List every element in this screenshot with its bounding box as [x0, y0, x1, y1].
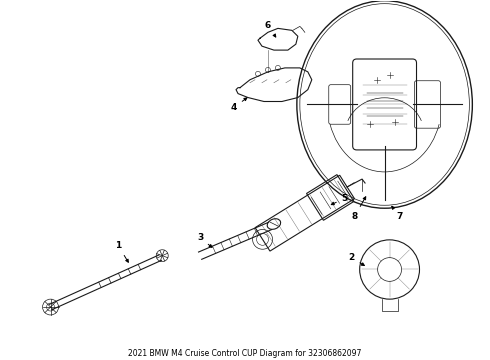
- Text: 7: 7: [392, 206, 403, 221]
- Text: 6: 6: [265, 21, 276, 37]
- Text: 8: 8: [351, 197, 366, 221]
- Text: 3: 3: [197, 233, 212, 247]
- Text: 2: 2: [348, 253, 365, 265]
- Text: 2021 BMW M4 Cruise Control CUP Diagram for 32306862097: 2021 BMW M4 Cruise Control CUP Diagram f…: [128, 348, 362, 357]
- Text: 5: 5: [331, 194, 348, 205]
- Text: 4: 4: [231, 98, 247, 112]
- Text: 1: 1: [115, 241, 128, 262]
